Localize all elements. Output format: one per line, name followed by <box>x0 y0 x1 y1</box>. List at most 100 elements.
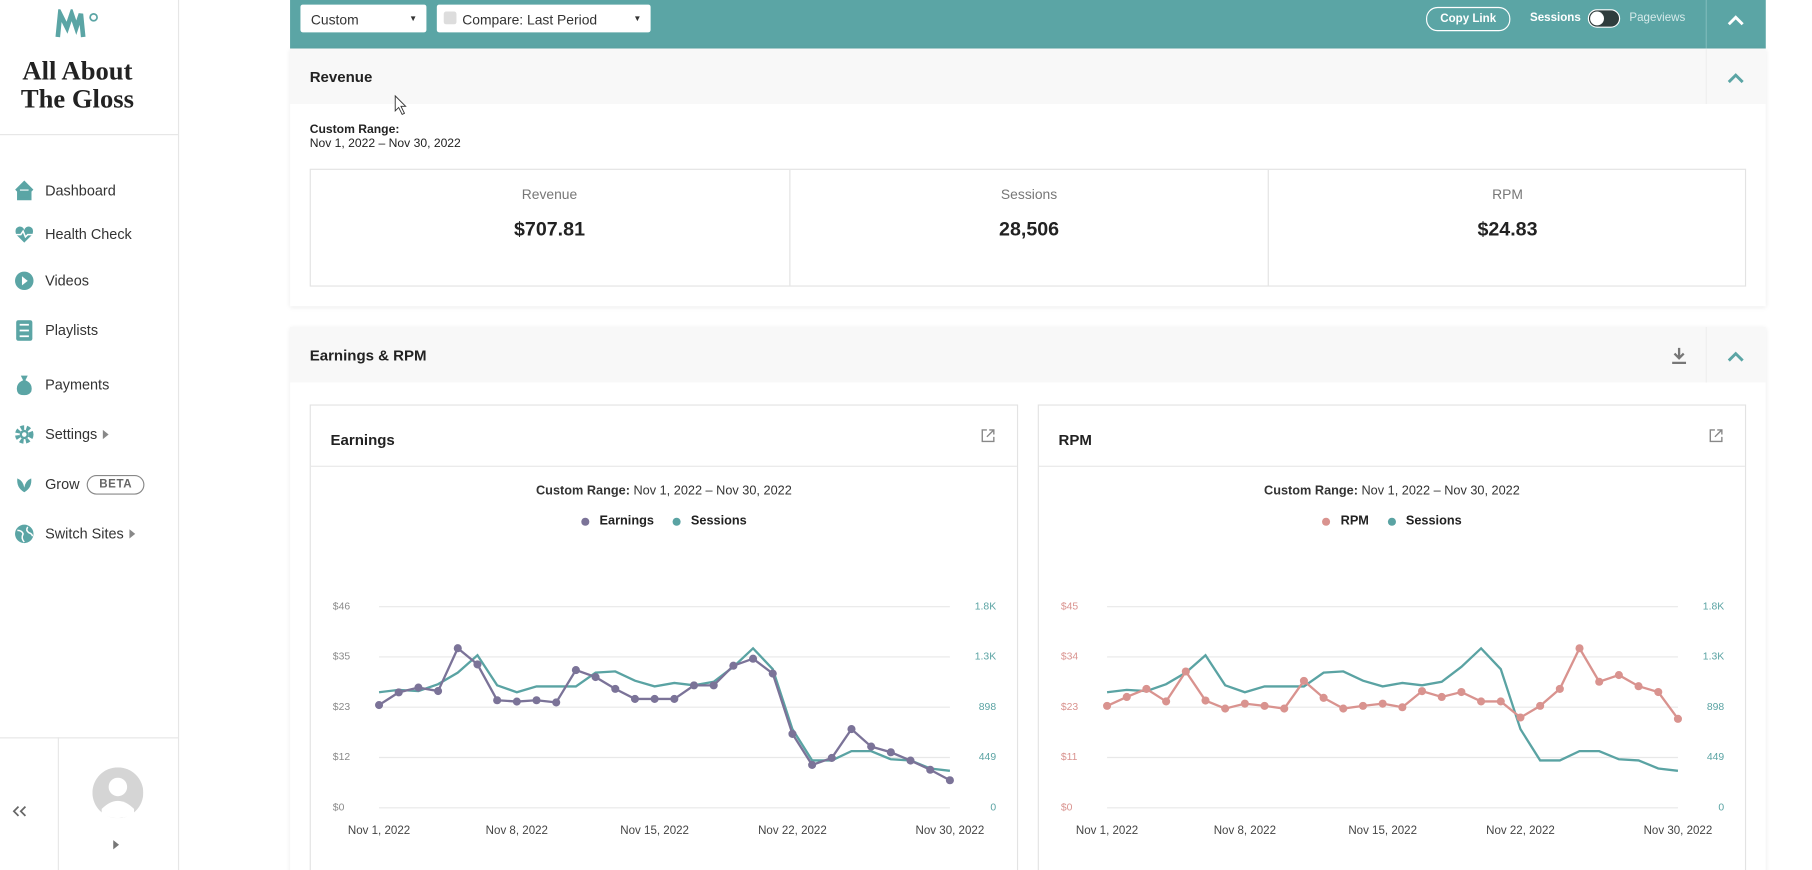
metric-value: 28,506 <box>999 218 1060 241</box>
data-point <box>1437 692 1446 702</box>
expand-chart[interactable] <box>981 429 995 443</box>
sidebar: All About The Gloss Dashboard Health Chec… <box>0 0 180 870</box>
data-point <box>374 701 384 710</box>
nav-item[interactable]: Payments <box>14 374 109 396</box>
data-point <box>1555 684 1564 693</box>
legend-item: RPM <box>1322 514 1369 528</box>
data-point <box>827 753 836 762</box>
metric-label: RPM <box>1492 186 1523 203</box>
sessions-label: Sessions <box>1530 11 1581 25</box>
nav-label: Videos <box>45 272 89 289</box>
data-point <box>1634 682 1643 691</box>
legend-swatch <box>581 517 590 526</box>
nav-label: Settings <box>45 426 98 443</box>
data-point <box>709 681 718 690</box>
nav-caret <box>103 429 109 440</box>
download-button[interactable] <box>1671 347 1687 365</box>
metric-card: Revenue $707.81 <box>311 170 788 286</box>
nav-icon <box>17 478 32 493</box>
nav-label: Health Check <box>45 226 132 243</box>
data-point <box>847 725 856 734</box>
pageviews-label: Pageviews <box>1629 11 1686 25</box>
subtitle-label: Custom Range: <box>1264 484 1358 499</box>
x-tick-label: Nov 30, 2022 <box>916 825 985 837</box>
legend-item: Earnings <box>581 514 654 528</box>
earnings-rpm-title: Earnings & RPM <box>309 346 427 365</box>
nav-icon <box>16 320 33 341</box>
nav-item[interactable]: Playlists <box>14 320 98 341</box>
collapse-earnings[interactable] <box>1726 350 1744 364</box>
brand: All About The Gloss <box>20 56 134 114</box>
y-tick-label: $0 <box>1061 803 1073 814</box>
legend-label: Sessions <box>1405 514 1462 529</box>
expand-arrow[interactable] <box>112 839 121 851</box>
y2-tick-label: 449 <box>1707 752 1725 763</box>
chart: $0 $12 $23 $35 $46 0 449 898 1.3K 1.8K Nov 1, 2022… <box>333 601 997 837</box>
data-point <box>1103 701 1112 710</box>
range-value: Custom <box>310 11 359 28</box>
x-tick-label: Nov 8, 2022 <box>486 825 548 837</box>
nav-item[interactable]: Grow BETA <box>14 474 145 495</box>
chart: $0 $11 $23 $34 $45 0 449 898 1.3K 1.8K Nov 1, 2022… <box>1061 601 1725 837</box>
data-point <box>1477 697 1486 706</box>
metric-label: Sessions <box>1000 186 1058 203</box>
data-point <box>1260 701 1269 710</box>
data-point <box>1654 687 1663 697</box>
expand-chart[interactable] <box>1709 429 1723 443</box>
legend-swatch <box>672 517 681 526</box>
data-point <box>1319 693 1328 702</box>
data-point <box>552 698 561 707</box>
legend-label: Earnings <box>599 514 654 529</box>
x-tick-label: Nov 22, 2022 <box>758 825 827 837</box>
collapse-revenue[interactable] <box>1726 72 1744 86</box>
nav-item[interactable]: Dashboard <box>14 180 116 201</box>
data-point <box>414 683 423 692</box>
data-point <box>1496 697 1505 706</box>
y2-tick-label: 898 <box>1707 702 1725 713</box>
collapse-button[interactable] <box>9 803 30 819</box>
copy-link-button[interactable]: Copy Link <box>1426 6 1511 32</box>
nav-item[interactable]: Settings <box>14 424 109 445</box>
y2-tick-label: 898 <box>979 702 997 713</box>
earnings-rpm-header: Earnings & RPM <box>290 327 1766 383</box>
data-point <box>1299 676 1308 685</box>
copy-link-label: Copy Link <box>1440 12 1497 26</box>
data-point <box>591 673 600 682</box>
legend-item: Sessions <box>1387 514 1462 529</box>
data-point <box>906 756 915 765</box>
x-tick-label: Nov 22, 2022 <box>1486 825 1555 837</box>
nav-item[interactable]: Videos <box>14 270 89 291</box>
data-point <box>867 742 876 751</box>
logo <box>55 9 98 38</box>
y-tick-label: $23 <box>1061 702 1079 713</box>
chart-card: RPM $0 $11 $23 $34 $45 0 449 898 1.3K 1.8K Nov 1, 2… <box>1037 404 1747 870</box>
y-tick-label: $0 <box>333 803 345 814</box>
y2-tick-label: 1.3K <box>975 652 996 663</box>
revenue-header: Revenue <box>290 48 1766 105</box>
y2-tick-label: 1.8K <box>1703 601 1724 612</box>
y2-tick-label: 0 <box>990 803 996 814</box>
collapse-toolbar[interactable] <box>1726 14 1744 28</box>
metric-toggle[interactable] <box>1587 9 1621 28</box>
data-point <box>571 666 580 675</box>
data-point <box>788 729 797 738</box>
data-point <box>611 684 620 693</box>
metric-value: $24.83 <box>1477 218 1538 241</box>
nav-item[interactable]: Switch Sites <box>14 523 136 544</box>
data-point <box>1339 704 1348 713</box>
data-point <box>394 688 403 697</box>
legend: RPM Sessions <box>1039 514 1745 528</box>
avatar[interactable] <box>92 767 144 819</box>
metric-card: RPM $24.83 <box>1267 169 1746 286</box>
series-line <box>1106 645 1679 720</box>
data-point <box>729 661 738 670</box>
range-select[interactable]: Custom ▼ <box>300 4 427 33</box>
chart-card: Earnings $0 $12 $23 $35 $46 0 449 898 1.3K 1.8K Nov… <box>309 404 1019 870</box>
nav-item[interactable]: Health Check <box>14 224 132 245</box>
nav-label: Dashboard <box>45 182 116 199</box>
compare-select[interactable]: Compare: Last Period ▼ <box>436 4 651 33</box>
metric-label: Revenue <box>521 186 578 203</box>
nav-label: Switch Sites <box>45 525 124 542</box>
legend-swatch <box>1387 517 1396 526</box>
data-point <box>1417 687 1427 696</box>
